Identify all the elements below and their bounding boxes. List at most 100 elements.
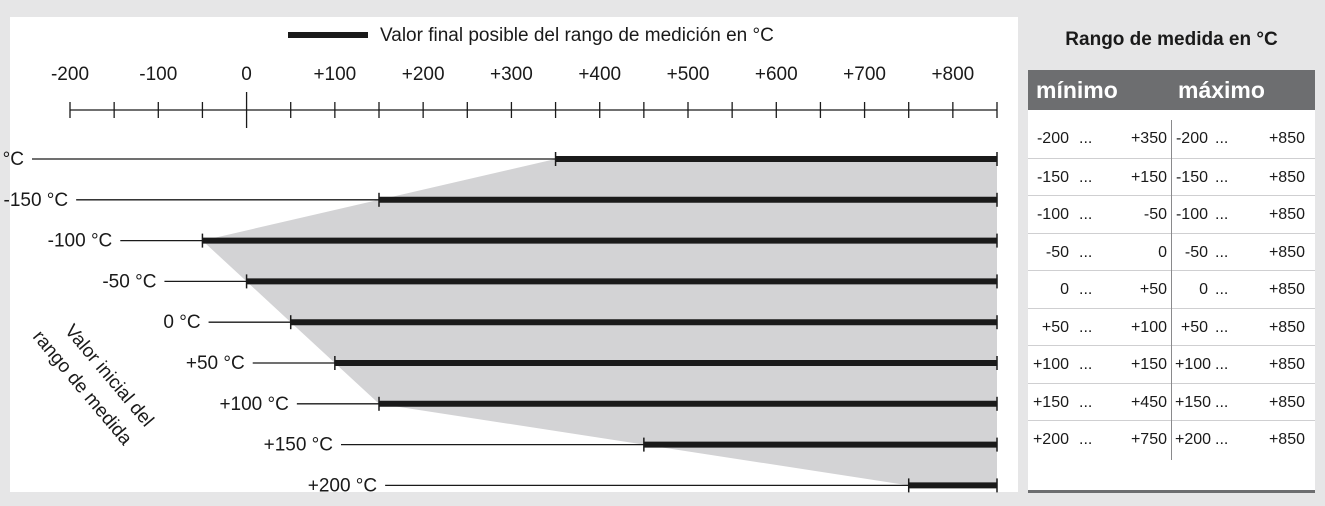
range-row: +50 °C [186,353,998,374]
range-row: +200 °C [308,475,998,496]
range-to: +850 [1268,356,1305,373]
range-table: Rango de medida en °C mínimo máximo -200… [1028,17,1315,493]
range-to: +100 [1130,318,1167,336]
range-to: +150 [1130,356,1167,373]
range-from: +100 [1032,356,1069,373]
range-from: +200 [1032,431,1069,448]
range-row: -50 °C [102,271,998,292]
range-to: +850 [1268,168,1305,186]
x-tick-label: +100 [313,64,356,85]
range-to: +850 [1268,281,1305,298]
row-label: -100 °C [48,231,113,252]
range-ellipsis: ... [1215,206,1229,223]
row-label: +100 °C [219,394,288,415]
range-ellipsis: ... [1079,130,1093,147]
range-to: 0 [1158,243,1167,261]
x-tick-label: +500 [667,64,710,85]
range-to: +750 [1130,431,1167,448]
x-tick-label: +200 [402,64,445,85]
range-to: +850 [1268,318,1305,336]
range-to: +850 [1268,393,1305,411]
range-from: +200 [1175,431,1212,448]
row-label: 0 °C [163,312,200,333]
range-to: +450 [1130,393,1167,411]
header-maximum: máximo [1178,77,1265,103]
range-from: 0 [1060,281,1069,298]
table-title: Rango de medida en °C [1065,29,1278,50]
range-to: +350 [1130,130,1167,147]
range-to: +850 [1268,130,1305,147]
range-ellipsis: ... [1079,356,1093,373]
table-header: mínimo máximo [1028,70,1315,110]
legend-swatch [288,32,368,38]
x-tick-label: +300 [490,64,533,85]
row-label: +50 °C [186,353,245,374]
table-body: -200... +350 -200... +850 -150... +150 -150...… [1028,120,1315,490]
range-ellipsis: ... [1079,431,1093,448]
range-ellipsis: ... [1079,318,1093,336]
range-ellipsis: ... [1215,130,1229,147]
table-bottom-rule [1028,490,1315,493]
range-from: 0 [1199,281,1208,298]
x-tick-label: +400 [578,64,621,85]
range-to: +850 [1268,243,1305,261]
header-minimum: mínimo [1036,77,1118,103]
range-row: 0 °C [163,312,998,333]
range-ellipsis: ... [1079,168,1093,186]
header-gap [1028,110,1315,120]
x-tick-label: +600 [755,64,798,85]
row-label: -150 °C [4,190,69,211]
range-row: -200 °C [0,149,998,170]
x-tick-label: -200 [51,64,89,85]
range-to: +850 [1268,431,1305,448]
range-from: +50 [1041,318,1069,336]
range-from: +150 [1175,393,1212,411]
x-tick-label: 0 [241,64,252,85]
row-label: -50 °C [102,271,156,292]
range-ellipsis: ... [1079,281,1093,298]
table-row: 0... +50 0... +850 [1028,270,1315,307]
range-from: +50 [1180,318,1208,336]
x-tick-label: -100 [139,64,177,85]
range-from: -200 [1175,130,1208,147]
x-tick-label: +700 [843,64,886,85]
legend: Valor final posible del rango de medició… [288,25,774,46]
range-ellipsis: ... [1215,243,1229,261]
row-label: -200 °C [0,149,24,170]
range-from: -50 [1045,243,1069,261]
range-from: -200 [1036,130,1069,147]
range-ellipsis: ... [1079,393,1093,411]
range-ellipsis: ... [1215,318,1229,336]
column-divider [1171,120,1172,460]
range-ellipsis: ... [1215,393,1229,411]
range-row: -100 °C [48,231,998,252]
range-row: +150 °C [264,435,998,456]
range-row: +100 °C [219,394,998,415]
range-ellipsis: ... [1215,281,1229,298]
range-from: +100 [1175,356,1212,373]
row-label: +150 °C [264,435,333,456]
range-ellipsis: ... [1215,431,1229,448]
range-from: -100 [1036,206,1069,223]
table-row: -150... +150 -150... +850 [1028,157,1315,195]
x-axis: -200 -100 0 +100 +200 +300 +400 +500 +600 +700 +80… [51,64,998,128]
range-to: +150 [1130,168,1167,186]
range-to: +50 [1139,281,1167,298]
legend-label: Valor final posible del rango de medició… [380,25,774,46]
range-from: -150 [1175,168,1208,186]
table-row: +200... +750 +200... +850 [1028,420,1315,457]
range-from: -100 [1175,206,1208,223]
table-row: +150... +450 +150... +850 [1028,382,1315,420]
range-from: -50 [1184,243,1208,261]
range-to: +850 [1268,206,1305,223]
range-from: +150 [1032,393,1069,411]
range-ellipsis: ... [1079,206,1093,223]
range-ellipsis: ... [1215,356,1229,373]
range-row: -150 °C [4,190,998,211]
range-to: -50 [1143,206,1167,223]
table-row: -200... +350 -200... +850 [1028,120,1315,157]
table-row: -100... -50 -100... +850 [1028,195,1315,232]
range-ellipsis: ... [1215,168,1229,186]
range-rows: -200 °C -150 °C -100 °C -50 °C 0 °C +50 °C +10… [0,149,998,496]
